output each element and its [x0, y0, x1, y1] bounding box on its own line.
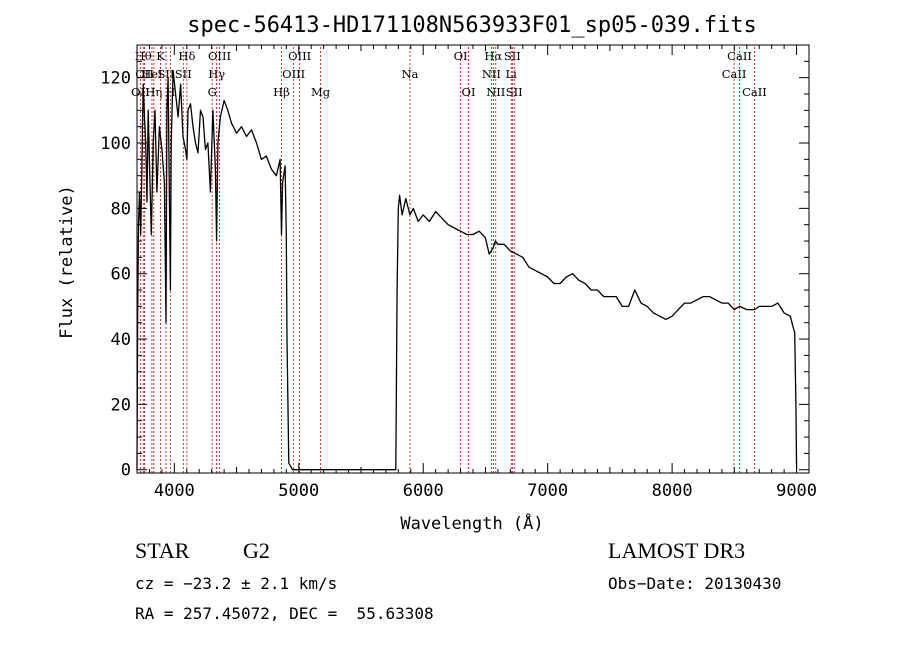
y-axis: 0 20 40 60 80 100 120	[100, 60, 809, 481]
spectral-line-label: OII	[131, 85, 150, 99]
spectral-line-label: SII	[506, 85, 523, 99]
spectral-line-label: SII	[175, 67, 192, 81]
y-tick-label: 120	[100, 69, 131, 89]
spectral-line-label: K	[156, 49, 165, 63]
spectral-line-label: SII	[158, 67, 175, 81]
plot-frame	[136, 44, 810, 474]
x-tick-label: 8000	[652, 481, 693, 501]
spectral-line-label: H	[165, 85, 175, 99]
subclass-label: G2	[243, 538, 270, 563]
spectral-line-label: CaII	[742, 85, 767, 99]
spectral-line-label: Hθ	[135, 49, 152, 63]
spectral-line-label: Hβ	[273, 85, 290, 99]
chart-title: spec-56413-HD171108N563933F01_sp05-039.f…	[187, 13, 757, 38]
redshift-text: cz = −23.2 ± 2.1 km/s	[135, 574, 338, 593]
spectral-line-label: OI	[462, 85, 476, 99]
spectral-line-label: OIII	[282, 67, 305, 81]
x-tick-label: 5000	[278, 481, 319, 501]
y-axis-label: Flux (relative)	[57, 185, 77, 339]
class-label: STAR	[135, 538, 190, 563]
y-tick-label: 100	[100, 134, 131, 154]
coordinates-text: RA = 257.45072, DEC = 55.63308	[135, 604, 434, 623]
spectral-line-label: Mg	[311, 85, 331, 99]
spectral-line-label: CaII	[727, 49, 752, 63]
spectrum-line	[136, 70, 798, 471]
x-axis-label: Wavelength (Å)	[400, 512, 543, 534]
spectral-line-label: NII	[486, 85, 505, 99]
y-tick-label: 40	[111, 330, 131, 350]
x-tick-label: 7000	[527, 481, 568, 501]
spectral-line-label: OIII	[288, 49, 311, 63]
x-tick-label: 9000	[776, 481, 817, 501]
y-tick-label: 0	[121, 461, 131, 481]
y-tick-label: 60	[111, 265, 131, 285]
spectral-line-label: NII	[482, 67, 501, 81]
y-tick-label: 80	[111, 199, 131, 219]
spectral-line-label: OIII	[208, 49, 231, 63]
x-tick-label: 6000	[403, 481, 444, 501]
spectral-line-markers: OIIHθOIIHeIHηKSIIHHδSIIGHγOIIIHβOIIIOIII…	[131, 47, 767, 473]
spectral-line-label: Hγ	[208, 67, 225, 81]
spectral-line-label: CaII	[722, 67, 747, 81]
obs-date-text: Obs−Date: 20130430	[608, 574, 782, 593]
y-tick-label: 20	[111, 395, 131, 415]
spectral-line-label: Na	[401, 67, 418, 81]
x-tick-label: 4000	[154, 481, 195, 501]
spectral-line-label: SII	[504, 49, 521, 63]
x-axis: 4000 5000 6000 7000 8000 9000	[148, 45, 817, 501]
spectral-line-label: Hδ	[178, 49, 195, 63]
spectral-line-label: Li	[506, 67, 518, 81]
spectral-line-label: G	[208, 85, 217, 99]
survey-label: LAMOST DR3	[608, 538, 746, 563]
spectral-line-label: Hα	[484, 49, 502, 63]
spectral-line-label: Hη	[145, 85, 162, 99]
spectral-line-label: OI	[454, 49, 468, 63]
